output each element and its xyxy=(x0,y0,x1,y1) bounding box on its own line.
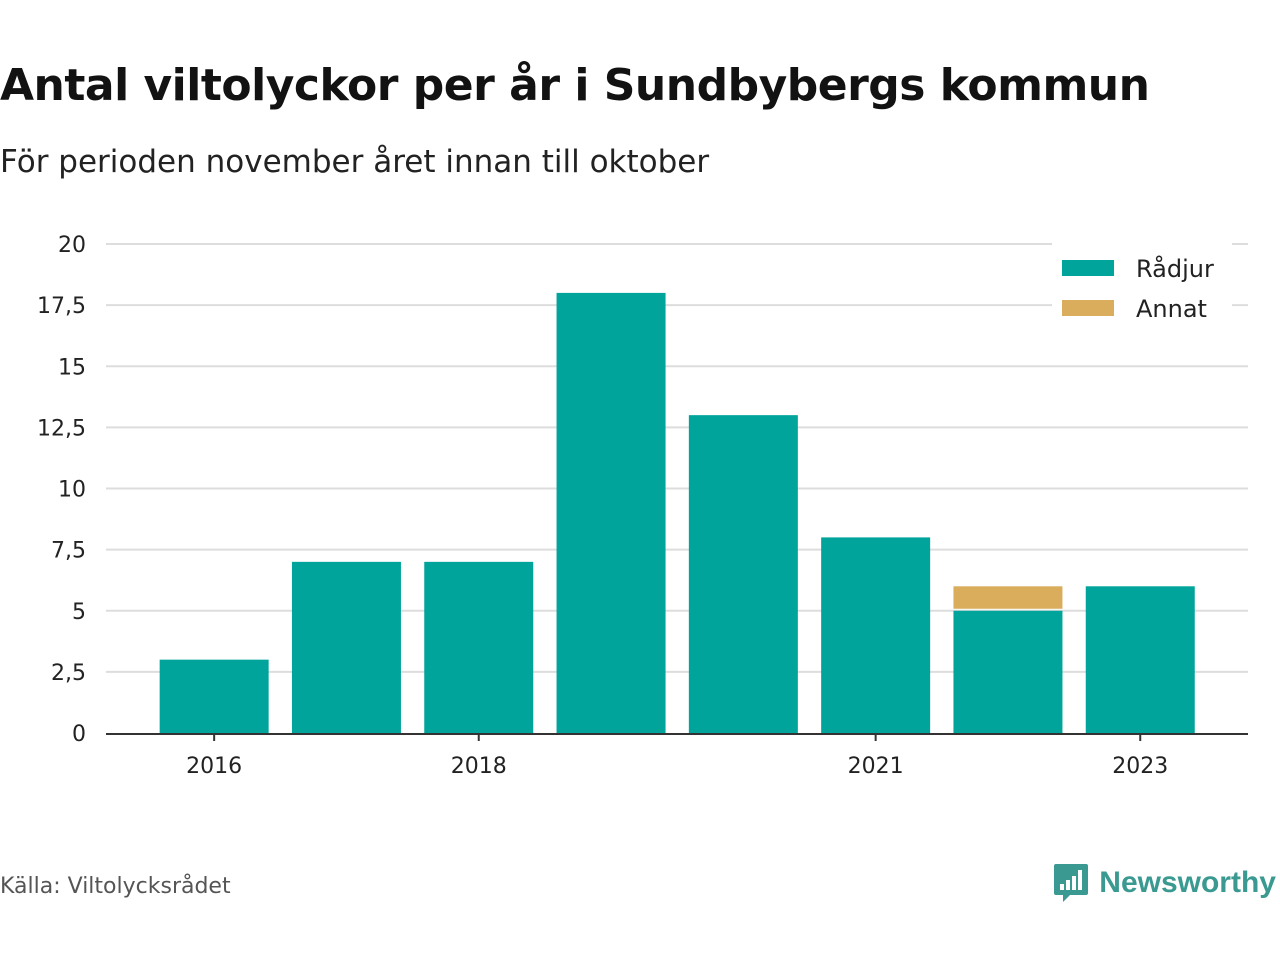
legend-label: Annat xyxy=(1136,295,1207,323)
bar-chart-speech-bubble-icon xyxy=(1054,864,1089,902)
y-tick-label: 10 xyxy=(58,478,86,503)
brand-logo: Newsworthy xyxy=(1053,862,1276,904)
x-tick-label: 2023 xyxy=(1112,754,1168,779)
legend-label: Rådjur xyxy=(1136,254,1214,283)
bar-radjur-2022 xyxy=(953,610,1063,733)
legend-box xyxy=(1052,242,1232,332)
bar-radjur-2017 xyxy=(291,561,401,733)
y-tick-label: 2,5 xyxy=(51,661,86,686)
y-axis-ticks: 0 2,5 5 7,5 10 12,5 15 17,5 20 xyxy=(37,233,86,747)
source-note: Källa: Viltolycksrådet xyxy=(0,874,231,899)
bar-radjur-2016 xyxy=(159,659,269,733)
chart-title: Antal viltolyckor per år i Sundbybergs k… xyxy=(0,60,1150,111)
bar-radjur-2023 xyxy=(1085,586,1195,733)
brand-name: Newsworthy xyxy=(1099,866,1276,899)
bar-radjur-2021 xyxy=(821,537,931,733)
y-tick-label: 5 xyxy=(72,600,86,625)
y-tick-label: 15 xyxy=(58,355,86,380)
bar-annat-2022 xyxy=(953,586,1063,609)
legend: Rådjur Annat xyxy=(1052,242,1232,332)
bar-radjur-2019 xyxy=(556,292,666,733)
y-tick-label: 7,5 xyxy=(51,539,86,564)
bars xyxy=(159,292,1195,733)
x-tick-label: 2021 xyxy=(848,754,904,779)
y-tick-label: 20 xyxy=(58,233,86,258)
y-tick-label: 17,5 xyxy=(37,294,86,319)
y-tick-label: 12,5 xyxy=(37,416,86,441)
legend-swatch xyxy=(1062,300,1114,316)
bar-radjur-2020 xyxy=(688,415,798,733)
x-tick-label: 2018 xyxy=(451,754,507,779)
chart-subtitle: För perioden november året innan till ok… xyxy=(0,144,710,180)
legend-swatch xyxy=(1062,260,1114,276)
bar-radjur-2018 xyxy=(424,561,534,733)
x-axis-ticks: 2016 2018 2021 2023 xyxy=(186,734,1168,779)
y-tick-label: 0 xyxy=(72,722,86,747)
x-tick-label: 2016 xyxy=(186,754,242,779)
